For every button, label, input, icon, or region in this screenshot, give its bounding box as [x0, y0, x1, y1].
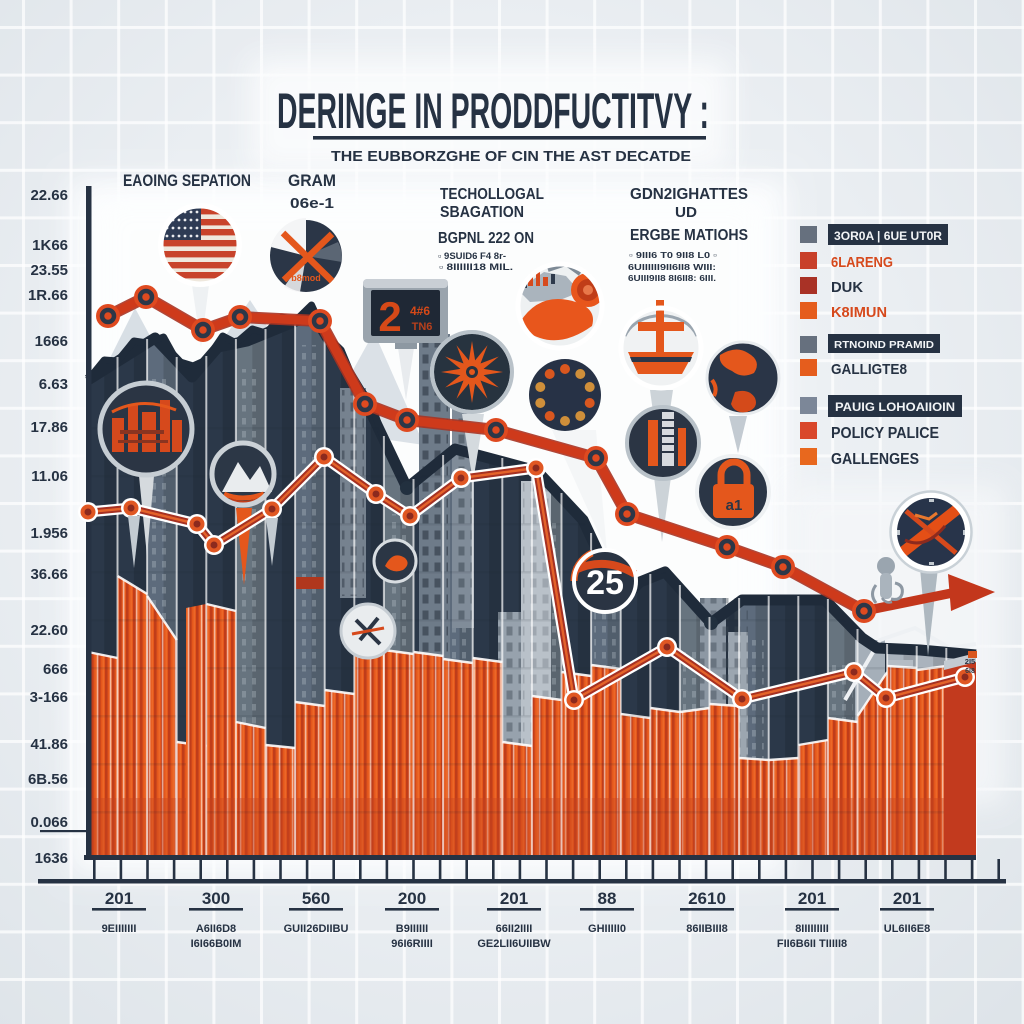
svg-text:17.86: 17.86 — [30, 419, 68, 436]
svg-text:GDN2IGHATTES: GDN2IGHATTES — [630, 186, 748, 203]
svg-text:2I5: 2I5 — [965, 657, 975, 666]
svg-text:6I8: 6I8 — [965, 668, 975, 675]
svg-text:6.63: 6.63 — [39, 376, 68, 393]
svg-text:6B.56: 6B.56 — [28, 771, 68, 788]
svg-text:41.86: 41.86 — [30, 736, 68, 753]
svg-text:GALLIGTE8: GALLIGTE8 — [831, 361, 907, 378]
svg-text:FII6B6II TIIIII8: FII6B6II TIIIII8 — [777, 938, 847, 950]
svg-text:1.956: 1.956 — [30, 525, 68, 542]
svg-text:A6II6D8: A6II6D8 — [196, 923, 236, 935]
svg-text:TN6: TN6 — [412, 321, 433, 333]
svg-text:b8mod: b8mod — [291, 273, 321, 283]
svg-text:06e-1: 06e-1 — [290, 195, 334, 212]
svg-text:PAUIG LOHOAIIOIN: PAUIG LOHOAIIOIN — [835, 400, 955, 414]
svg-text:2610: 2610 — [688, 889, 726, 908]
svg-text:666: 666 — [43, 661, 68, 678]
svg-text:4#6: 4#6 — [410, 304, 430, 318]
svg-text:1666: 1666 — [35, 333, 68, 350]
svg-text:K8IMUN: K8IMUN — [831, 304, 887, 321]
svg-text:RTNOIND PRAMID: RTNOIND PRAMID — [834, 339, 934, 351]
svg-text:UD: UD — [675, 204, 697, 221]
svg-text:DUK: DUK — [831, 279, 863, 296]
svg-text:GUII26DIIBU: GUII26DIIBU — [284, 923, 349, 935]
svg-text:0.066: 0.066 — [30, 814, 68, 831]
svg-text:BGPNL 222 ON: BGPNL 222 ON — [438, 230, 534, 247]
svg-text:EAOING SEPATION: EAOING SEPATION — [123, 171, 251, 190]
svg-text:▫ 9III6 T0 9II8 L0 ▫: ▫ 9III6 T0 9II8 L0 ▫ — [629, 250, 717, 260]
svg-text:SBAGATION: SBAGATION — [440, 204, 524, 221]
svg-text:2: 2 — [378, 293, 401, 340]
svg-text:POLICY PALICE: POLICY PALICE — [831, 425, 939, 442]
svg-text:200: 200 — [398, 889, 426, 908]
svg-text:6UIIIIII9II6II8 WIII:: 6UIIIIII9II6II8 WIII: — [628, 262, 716, 272]
svg-text:GHIIIII0: GHIIIII0 — [588, 923, 626, 935]
svg-text:3OR0A | 6UE UT0R: 3OR0A | 6UE UT0R — [834, 231, 943, 243]
svg-text:6LARENG: 6LARENG — [831, 254, 893, 271]
svg-text:300: 300 — [202, 889, 230, 908]
svg-text:I6I66B0IM: I6I66B0IM — [191, 938, 242, 950]
svg-text:B9IIIIII: B9IIIIII — [396, 923, 428, 935]
svg-text:201: 201 — [500, 889, 528, 908]
svg-text:11.06: 11.06 — [31, 468, 68, 485]
svg-text:GE2LII6UIIBW: GE2LII6UIIBW — [477, 938, 551, 950]
svg-text:a1: a1 — [726, 497, 743, 514]
svg-text:66II2IIII: 66II2IIII — [496, 923, 533, 935]
svg-text:86IIBIII8: 86IIBIII8 — [686, 923, 728, 935]
svg-text:3-166: 3-166 — [30, 689, 68, 706]
svg-text:201: 201 — [798, 889, 826, 908]
svg-text:201: 201 — [893, 889, 921, 908]
svg-text:560: 560 — [302, 889, 330, 908]
svg-text:9EIIIIIII: 9EIIIIIII — [102, 923, 137, 935]
svg-text:88: 88 — [598, 889, 617, 908]
svg-text:TECHOLLOGAL: TECHOLLOGAL — [440, 186, 544, 203]
svg-text:UL6II6E8: UL6II6E8 — [884, 923, 930, 935]
svg-text:GRAM: GRAM — [288, 171, 336, 190]
svg-text:1K66: 1K66 — [32, 237, 68, 254]
svg-text:ERGBE MATIOHS: ERGBE MATIOHS — [630, 227, 748, 244]
svg-text:GALLENGES: GALLENGES — [831, 451, 919, 468]
svg-text:22.66: 22.66 — [30, 187, 68, 204]
svg-text:8IIIIIIIII: 8IIIIIIIII — [795, 923, 829, 935]
svg-text:6UIII9II8 8I6II8: 6III.: 6UIII9II8 8I6II8: 6III. — [628, 273, 716, 283]
svg-text:1636: 1636 — [35, 850, 68, 867]
svg-text:201: 201 — [105, 889, 133, 908]
svg-text:▫ 8IIIIII18 MIL.: ▫ 8IIIIII18 MIL. — [439, 262, 513, 272]
svg-text:▫ 9SUID6 F4 8r-: ▫ 9SUID6 F4 8r- — [438, 251, 506, 261]
svg-text:THE EUBBORZGHE OF CIN THE AST: THE EUBBORZGHE OF CIN THE AST DECATDE — [331, 148, 691, 165]
svg-text:96I6RIIII: 96I6RIIII — [391, 938, 433, 950]
svg-text:1R.66: 1R.66 — [28, 287, 68, 304]
svg-text:DERINGE IN PRODDFUCTITVY :: DERINGE IN PRODDFUCTITVY : — [277, 83, 709, 139]
svg-text:23.55: 23.55 — [30, 262, 68, 279]
svg-text:22.60: 22.60 — [30, 622, 68, 639]
svg-text:36.66: 36.66 — [30, 566, 68, 583]
